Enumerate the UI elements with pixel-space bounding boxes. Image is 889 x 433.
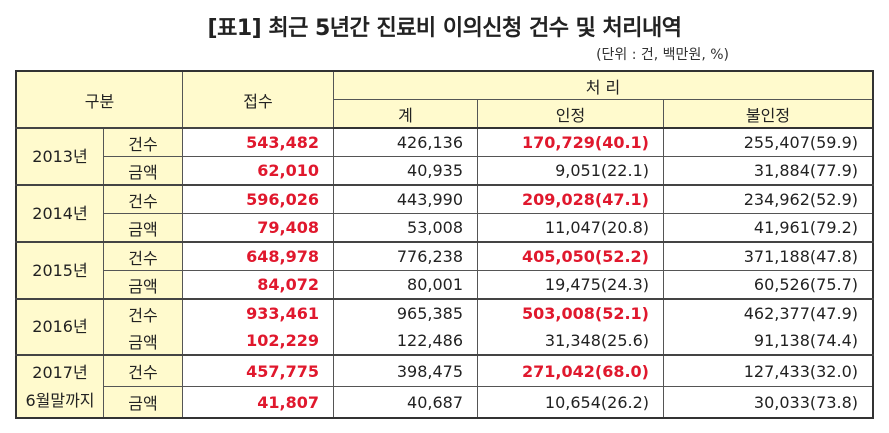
rejected-cell: 255,407(59.9) <box>663 127 874 157</box>
received-cell: 457,775 <box>182 354 334 387</box>
received-cell: 62,010 <box>182 156 334 186</box>
table-row: 금액 102,229 122,486 31,348(25.6) 91,138(74.4) <box>16 327 874 356</box>
year-cell: 2014년 <box>15 184 104 243</box>
unit-note: (단위 : 건, 백만원, %) <box>596 47 729 63</box>
accepted-cell: 405,050(52.2) <box>477 241 664 271</box>
accepted-cell: 9,051(22.1) <box>477 156 664 186</box>
total-cell: 53,008 <box>333 213 478 243</box>
received-cell: 596,026 <box>182 184 334 214</box>
year-cell: 2016년 <box>15 298 104 356</box>
table-row: 2016년 건수 933,461 965,385 503,008(52.1) 462,37… <box>15 298 874 356</box>
type-cell: 금액 <box>103 327 183 356</box>
table-row: 금액 79,408 53,008 11,047(20.8) 41,961(79.2) <box>16 213 874 243</box>
table-row: 2015년 건수 648,978 776,238 405,050(52.2) 371,18… <box>15 241 874 300</box>
header-processed: 처 리 <box>333 70 874 100</box>
accepted-cell: 503,008(52.1) <box>477 298 664 327</box>
table-row: 2013년 건수 543,482 426,136 170,729(40.1) 255,40… <box>15 127 874 186</box>
total-cell: 122,486 <box>333 327 478 356</box>
type-cell: 건수 <box>103 354 183 387</box>
header-total: 계 <box>333 99 478 129</box>
rejected-cell: 60,526(75.7) <box>663 270 874 300</box>
header-received: 접수 <box>182 70 334 129</box>
table-row: 2017년 6월말까지 건수 457,775 398,475 271,042(68.0)… <box>15 354 874 419</box>
received-cell: 933,461 <box>182 298 334 327</box>
rejected-cell: 234,962(52.9) <box>663 184 874 214</box>
total-cell: 398,475 <box>333 354 478 387</box>
table-row: 금액 84,072 80,001 19,475(24.3) 60,526(75.7) <box>16 270 874 300</box>
header-rejected: 불인정 <box>663 99 874 129</box>
year-cell: 2017년 6월말까지 <box>15 354 104 419</box>
table-row: 2014년 건수 596,026 443,990 209,028(47.1) 234,96… <box>15 184 874 243</box>
type-cell: 건수 <box>103 241 183 271</box>
rejected-cell: 41,961(79.2) <box>663 213 874 243</box>
total-cell: 80,001 <box>333 270 478 300</box>
rejected-cell: 91,138(74.4) <box>663 327 874 356</box>
rejected-cell: 371,188(47.8) <box>663 241 874 271</box>
type-cell: 건수 <box>103 127 183 157</box>
year-cell: 2015년 <box>15 241 104 300</box>
table-title: [표1] 최근 5년간 진료비 이의신청 건수 및 처리내역 <box>207 16 682 41</box>
total-cell: 426,136 <box>333 127 478 157</box>
appeal-table: 구분 접수 처 리 계 인정 불인정 2013년 건수 543,482 426,136… <box>15 70 874 419</box>
received-cell: 79,408 <box>182 213 334 243</box>
total-cell: 40,687 <box>333 386 478 419</box>
received-cell: 648,978 <box>182 241 334 271</box>
rejected-cell: 30,033(73.8) <box>663 386 874 419</box>
total-cell: 443,990 <box>333 184 478 214</box>
accepted-cell: 170,729(40.1) <box>477 127 664 157</box>
year-cell: 2013년 <box>15 127 104 186</box>
received-cell: 84,072 <box>182 270 334 300</box>
accepted-cell: 11,047(20.8) <box>477 213 664 243</box>
received-cell: 41,807 <box>182 386 334 419</box>
accepted-cell: 19,475(24.3) <box>477 270 664 300</box>
total-cell: 40,935 <box>333 156 478 186</box>
received-cell: 102,229 <box>182 327 334 356</box>
accepted-cell: 209,028(47.1) <box>477 184 664 214</box>
accepted-cell: 31,348(25.6) <box>477 327 664 356</box>
type-cell: 건수 <box>103 298 183 327</box>
rejected-cell: 31,884(77.9) <box>663 156 874 186</box>
rejected-cell: 462,377(47.9) <box>663 298 874 327</box>
type-cell: 금액 <box>103 270 183 300</box>
table-row: 금액 62,010 40,935 9,051(22.1) 31,884(77.9) <box>16 156 874 186</box>
total-cell: 965,385 <box>333 298 478 327</box>
received-cell: 543,482 <box>182 127 334 157</box>
accepted-cell: 271,042(68.0) <box>477 354 664 387</box>
accepted-cell: 10,654(26.2) <box>477 386 664 419</box>
type-cell: 금액 <box>103 156 183 186</box>
header-accepted: 인정 <box>477 99 664 129</box>
type-cell: 금액 <box>103 386 183 419</box>
type-cell: 금액 <box>103 213 183 243</box>
table-row: 금액 41,807 40,687 10,654(26.2) 30,033(73.8) <box>16 386 874 419</box>
rejected-cell: 127,433(32.0) <box>663 354 874 387</box>
total-cell: 776,238 <box>333 241 478 271</box>
type-cell: 건수 <box>103 184 183 214</box>
header-category: 구분 <box>15 70 183 129</box>
